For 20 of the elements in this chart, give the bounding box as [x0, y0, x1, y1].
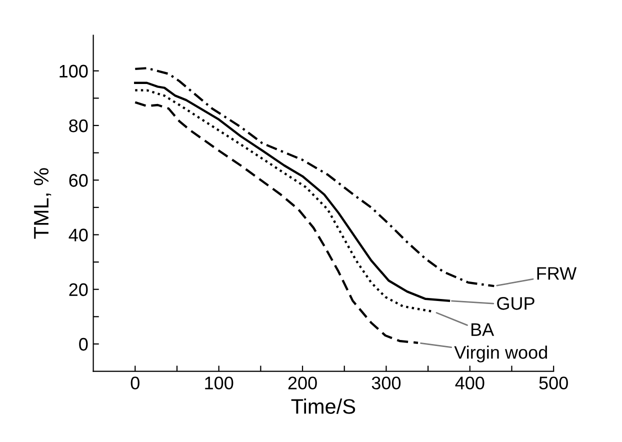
- x-tick-label: 400: [455, 376, 484, 390]
- text: GUP: [497, 297, 534, 310]
- y-tick-label: 20: [69, 283, 88, 296]
- y-tick-label: 40: [68, 228, 88, 242]
- text: BA: [472, 323, 494, 336]
- y-tick-label: 60: [69, 174, 88, 187]
- text: Virgin wood: [454, 346, 547, 362]
- x-tick-label: 100: [205, 376, 234, 390]
- x-tick-label: 300: [372, 376, 401, 390]
- x-axis-title: Time/S: [291, 398, 356, 414]
- y-tick-label: 100: [60, 64, 88, 78]
- y-axis-title: TML, %: [34, 168, 52, 239]
- x-tick-label: 0: [130, 376, 140, 390]
- text: FRW: [537, 267, 577, 280]
- y-tick-label: 80: [69, 119, 88, 132]
- line-series: [134, 101, 420, 344]
- x-tick-label: 500: [539, 376, 568, 390]
- y-tick-label: 0: [79, 338, 88, 351]
- line-series: [134, 67, 496, 288]
- x-tick-label: 200: [288, 376, 317, 390]
